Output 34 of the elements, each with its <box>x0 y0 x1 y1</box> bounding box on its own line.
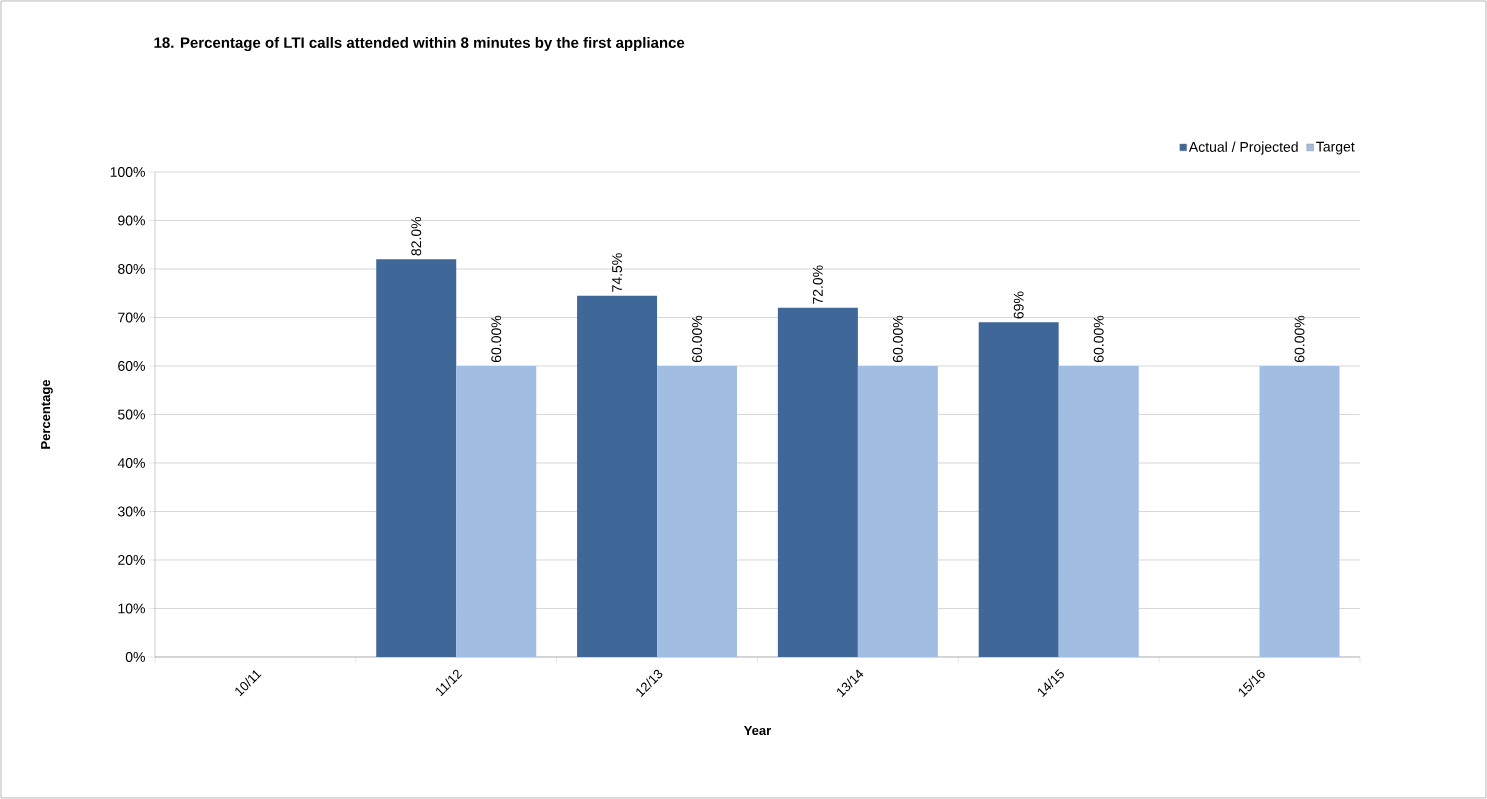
y-tick-label: 70% <box>118 312 145 323</box>
y-tick-label: 20% <box>118 555 145 565</box>
bar <box>376 259 457 657</box>
data-label: 74.5% <box>612 253 622 292</box>
y-tick-label: 50% <box>118 409 145 420</box>
bar <box>1259 365 1340 657</box>
chart-title: 18. Percentage of LTI calls attended within 8 minutes by the first appliance <box>154 36 685 52</box>
legend-label: Actual / Projected <box>1188 141 1298 155</box>
bar <box>1058 365 1139 657</box>
legend-label: Target <box>1316 141 1355 155</box>
y-tick-label: 100% <box>110 167 145 177</box>
data-label: 60.00% <box>692 315 703 363</box>
data-label: 60.00% <box>892 315 903 363</box>
y-axis-title: Percentage <box>41 379 53 449</box>
y-tick-label: 60% <box>118 361 145 371</box>
y-tick-label: 10% <box>118 603 145 614</box>
bar <box>456 365 537 657</box>
data-label: 60.00% <box>1294 315 1305 363</box>
data-label: 60.00% <box>491 315 502 363</box>
y-tick-label: 80% <box>118 264 145 274</box>
y-tick-label: 90% <box>118 215 145 226</box>
bar <box>577 295 658 657</box>
y-tick-label: 30% <box>117 506 145 517</box>
bar <box>857 365 938 657</box>
data-label: 60.00% <box>1093 315 1104 363</box>
data-label: 69% <box>1013 291 1024 319</box>
data-label: 82.0% <box>411 216 422 256</box>
y-tick-label: 0% <box>125 652 145 662</box>
bar <box>777 307 858 657</box>
y-tick-label: 40% <box>117 458 145 468</box>
data-label: 72.0% <box>812 265 823 304</box>
bar <box>657 365 738 657</box>
x-axis-title: Year <box>743 725 772 736</box>
bar <box>978 322 1059 657</box>
